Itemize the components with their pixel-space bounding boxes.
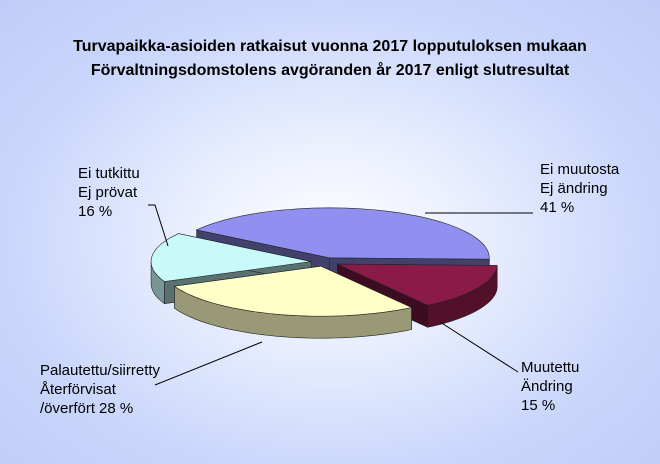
slice-top [150,233,312,282]
value-label: 28 % [99,400,134,417]
category-label: Ei tutkittu Ej prövat [78,165,140,201]
leader-line [439,321,519,373]
slice-label: Ei muutosta Ej ändring 41 % [540,160,619,217]
chart-title: Turvapaikka-asioiden ratkaisut vuonna 20… [73,38,587,55]
value-label: 15 % [521,397,556,414]
slice-top [337,263,498,306]
category-label: Palautettu/siirretty Återförvisat /överf… [40,362,161,417]
leader-lines [148,204,533,386]
leader-line [148,204,169,247]
value-label: 16 % [78,203,113,220]
pie-slice [173,265,413,339]
slice-top [195,207,490,260]
category-label: Ei muutosta Ej ändring [540,161,620,197]
slice-label: Palautettu/siirretty Återförvisat /överf… [40,361,160,418]
slice-label: Ei tutkittu Ej prövat 16 % [78,164,140,221]
value-label: 41 % [540,199,575,216]
slice-label: Muutettu Ändring 15 % [521,358,579,415]
chart-subtitle: Förvaltningsdomstolens avgöranden år 201… [90,62,570,79]
category-label: Muutettu Ändring [521,359,580,395]
leader-line [154,341,263,386]
slice-top [173,265,413,317]
pie [150,207,498,339]
